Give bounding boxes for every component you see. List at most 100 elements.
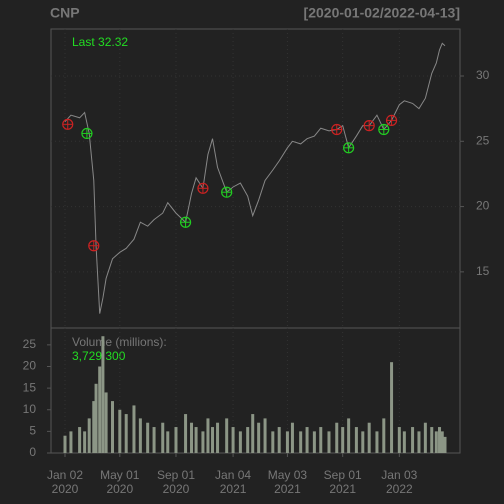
signal-marker: [221, 186, 233, 198]
y-tick-label: 30: [476, 68, 490, 82]
volume-bar: [277, 427, 281, 453]
volume-bar: [411, 427, 415, 453]
x-tick-label: Jan 04: [215, 468, 251, 482]
volume-bar: [87, 418, 91, 453]
x-tick-label: May 01: [100, 468, 140, 482]
last-volume: 3,729,300: [72, 349, 126, 363]
volume-bar: [63, 435, 67, 453]
signal-marker: [88, 240, 100, 252]
volume-bar: [423, 422, 427, 453]
volume-bar: [194, 427, 198, 453]
volume-bar: [101, 336, 105, 453]
price-line: [64, 42, 446, 314]
volume-bar: [397, 427, 401, 453]
volume-bar: [438, 427, 442, 453]
volume-bar: [319, 427, 323, 453]
date-range: [2020-01-02/2022-04-13]: [304, 5, 460, 21]
volume-bar: [190, 422, 194, 453]
volume-bar: [231, 427, 235, 453]
volume-bar: [94, 383, 98, 453]
volume-bar: [434, 431, 438, 453]
volume-bar: [312, 431, 316, 453]
volume-bar: [238, 431, 242, 453]
volume-bar: [430, 427, 434, 453]
volume-bar: [382, 418, 386, 453]
volume-bar: [367, 422, 371, 453]
volume-bar: [201, 431, 205, 453]
volume-bar: [216, 422, 220, 453]
y-tick-label: 5: [29, 424, 36, 438]
volume-bar: [78, 427, 82, 453]
volume-bar: [246, 427, 250, 453]
volume-bar: [361, 431, 365, 453]
signal-marker: [197, 182, 209, 194]
signal-marker: [62, 118, 74, 130]
volume-bar: [118, 409, 122, 453]
y-tick-label: 15: [476, 264, 490, 278]
volume-bar: [305, 427, 309, 453]
x-tick-label: Sep 01: [157, 468, 195, 482]
volume-title: Volume (millions):: [72, 335, 167, 349]
volume-bar: [390, 362, 394, 453]
volume-bar: [92, 401, 96, 453]
volume-bar: [257, 422, 261, 453]
volume-bar: [443, 436, 447, 453]
volume-bar: [354, 427, 358, 453]
x-tick-label: 2021: [274, 482, 301, 496]
volume-bar: [211, 427, 215, 453]
signal-marker: [343, 142, 355, 154]
y-tick-label: 25: [23, 337, 37, 351]
volume-bar: [124, 414, 128, 453]
x-tick-label: 2021: [329, 482, 356, 496]
volume-bar: [152, 427, 156, 453]
x-tick-label: May 03: [268, 468, 308, 482]
volume-bar: [69, 431, 73, 453]
volume-bar: [327, 431, 331, 453]
volume-bar: [347, 418, 351, 453]
volume-bar: [271, 431, 275, 453]
volume-bar: [146, 422, 150, 453]
volume-bar: [225, 418, 229, 453]
signal-marker: [385, 114, 398, 126]
volume-bar: [263, 418, 267, 453]
volume-bar: [402, 431, 406, 453]
y-tick-label: 25: [476, 133, 490, 147]
x-tick-label: Sep 01: [324, 468, 362, 482]
signal-marker: [363, 120, 375, 132]
x-tick-label: 2022: [386, 482, 413, 496]
volume-bar: [111, 401, 114, 453]
signal-marker: [179, 216, 192, 228]
x-tick-label: 2020: [106, 482, 133, 496]
volume-bar: [98, 366, 102, 453]
volume-bar: [285, 431, 289, 453]
signal-marker: [81, 127, 93, 140]
volume-bar: [251, 414, 255, 453]
volume-bar: [132, 405, 136, 453]
volume-bar: [161, 422, 165, 453]
price-panel: [50, 28, 461, 329]
volume-panel: [50, 327, 461, 454]
volume-bar: [166, 431, 170, 453]
volume-bar: [417, 431, 421, 453]
volume-bar: [440, 431, 444, 453]
x-tick-label: Jan 03: [381, 468, 417, 482]
x-tick-label: 2021: [220, 482, 247, 496]
x-tick-label: 2020: [163, 482, 190, 496]
y-tick-label: 0: [29, 445, 36, 459]
volume-bar: [341, 427, 345, 453]
signal-marker: [378, 123, 390, 136]
y-tick-label: 15: [23, 380, 37, 394]
volume-bar: [206, 418, 210, 453]
signal-marker: [331, 123, 343, 136]
x-tick-label: Jan 02: [47, 468, 83, 482]
volume-bar: [184, 414, 188, 453]
volume-bar: [138, 418, 142, 453]
volume-bar: [299, 431, 303, 453]
y-tick-label: 10: [23, 402, 37, 416]
x-tick-label: 2020: [52, 482, 79, 496]
y-tick-label: 20: [476, 199, 490, 213]
last-price: Last 32.32: [72, 35, 128, 49]
y-tick-label: 20: [23, 359, 37, 373]
volume-bar: [375, 431, 379, 453]
